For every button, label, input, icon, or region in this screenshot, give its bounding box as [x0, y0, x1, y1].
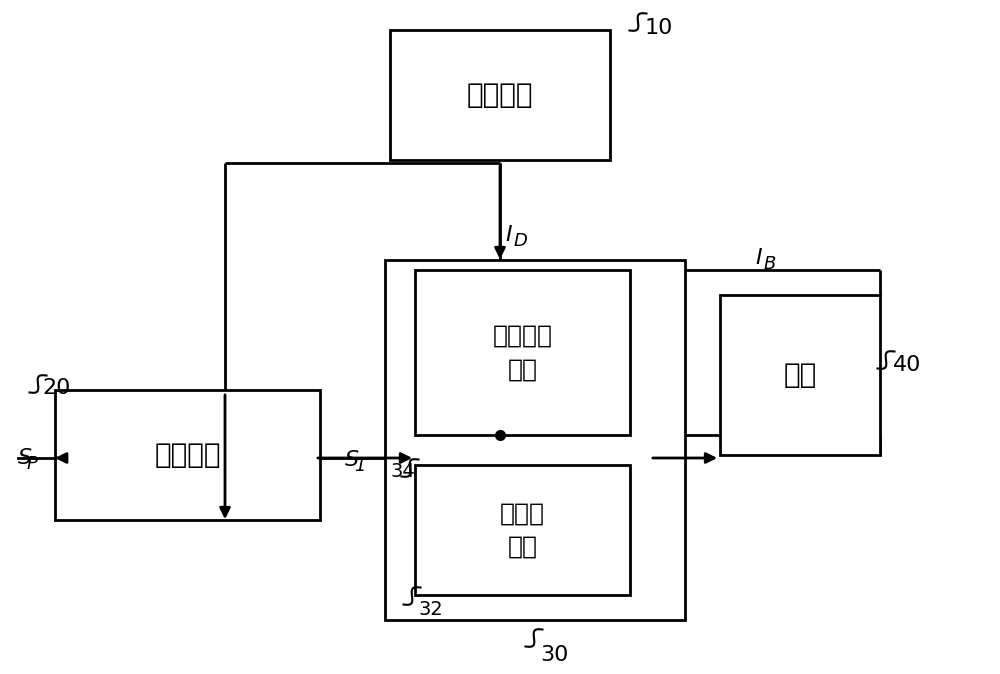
Text: 32: 32 — [418, 600, 443, 619]
Text: S: S — [345, 450, 359, 470]
Text: B: B — [764, 255, 776, 272]
Text: 低压限压
单元: 低压限压 单元 — [492, 324, 552, 381]
Bar — [390, 30, 610, 160]
Bar — [415, 270, 630, 435]
Bar — [720, 295, 880, 455]
Bar — [55, 390, 320, 520]
Text: 控制模块: 控制模块 — [154, 441, 221, 469]
Text: 1: 1 — [354, 456, 365, 474]
Text: 34: 34 — [390, 462, 415, 481]
Text: 负载: 负载 — [783, 361, 817, 389]
Text: I: I — [755, 248, 762, 268]
Text: 供电模块: 供电模块 — [467, 81, 533, 109]
Bar — [415, 465, 630, 595]
Bar — [385, 260, 685, 620]
Text: P: P — [27, 454, 38, 472]
Text: 10: 10 — [645, 18, 673, 38]
Text: D: D — [514, 232, 528, 249]
Text: 20: 20 — [42, 378, 70, 398]
Text: I: I — [505, 225, 512, 245]
Text: 40: 40 — [893, 355, 921, 375]
Text: S: S — [18, 448, 32, 468]
Text: 继电器
单元: 继电器 单元 — [500, 501, 545, 559]
Text: 30: 30 — [540, 645, 568, 665]
